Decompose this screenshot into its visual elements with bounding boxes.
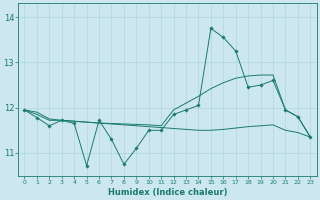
X-axis label: Humidex (Indice chaleur): Humidex (Indice chaleur) [108, 188, 227, 197]
